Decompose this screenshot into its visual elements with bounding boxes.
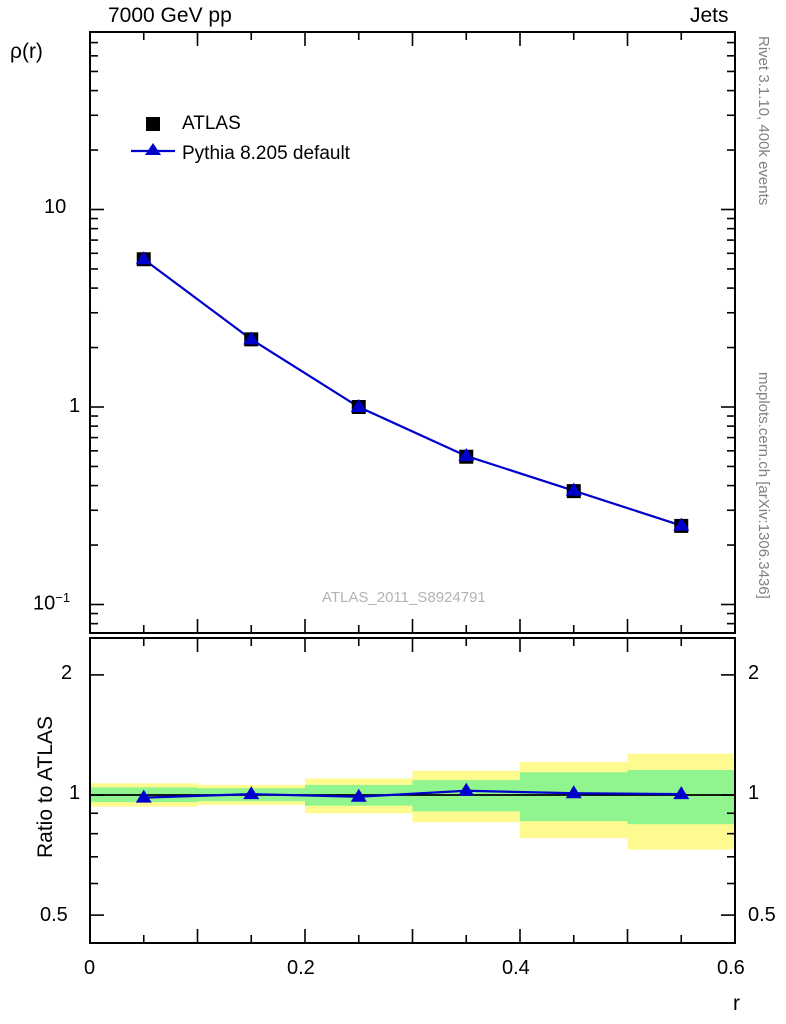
main-y-axis-title: ρ(r) [10,40,43,63]
xtick-label-0: 0 [84,957,96,979]
ratio-marker-pythia [350,788,367,802]
legend-label-atlas: ATLAS [182,113,241,134]
main-panel-frame [89,31,736,634]
legend-marker-atlas-square [146,117,160,131]
header-right-label: Jets [690,4,729,27]
ratio-marker-pythia [565,785,582,799]
ratio-marker-pythia [673,786,690,800]
main-ytick-label-0p1: 10−1 [33,590,71,615]
ratio-ytick-label-1-left: 1 [69,782,81,804]
main-data-line-pythia [143,258,682,527]
xtick-label-0p2: 0.2 [287,957,315,979]
x-axis-title: r [733,992,740,1015]
legend-marker-pythia-line-triangle [131,143,175,155]
data-marker-pythia [458,447,475,461]
xtick-label-0p4: 0.4 [502,957,530,979]
data-marker-pythia [135,251,152,265]
ratio-ytick-label-2-left: 2 [61,662,73,684]
xtick-label-0p6: 0.6 [717,957,745,979]
data-marker-pythia [673,517,690,531]
data-marker-pythia [350,399,367,412]
ratio-marker-pythia [458,782,475,796]
main-panel-ticks [89,32,736,633]
ratio-ytick-label-0p5-left: 0.5 [40,904,68,926]
legend-label-pythia: Pythia 8.205 default [182,143,350,164]
main-ytick-label-10: 10 [44,196,67,218]
main-data-markers [135,251,690,533]
ratio-data-markers [135,782,690,803]
main-ytick-label-1: 1 [69,395,81,417]
ratio-marker-pythia [135,789,152,803]
data-marker-pythia [243,331,260,345]
header-left-label: 7000 GeV pp [108,4,232,27]
data-marker-pythia [565,482,582,496]
ratio-marker-pythia [243,786,260,800]
ratio-ytick-label-0p5-right: 0.5 [748,904,776,926]
plot-watermark: ATLAS_2011_S8924791 [322,589,486,606]
ratio-data-line-pythia [143,789,682,799]
ratio-ytick-label-2-right: 2 [748,662,760,684]
ratio-panel-ticks [89,638,736,943]
ratio-uncertainty-bands [90,753,735,850]
ratio-ytick-label-1-right: 1 [748,782,760,804]
